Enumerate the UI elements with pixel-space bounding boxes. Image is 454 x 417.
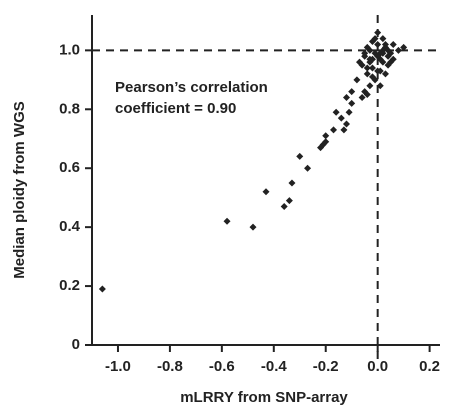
point [384,46,392,54]
point [400,43,408,51]
point [343,120,351,128]
x-tick-label: -1.0 [105,358,131,375]
annotation-line: Pearson’s correlation [115,79,268,96]
point [262,188,270,196]
point [381,40,389,48]
point [371,35,379,43]
point [389,40,397,48]
point [98,285,106,293]
point [345,108,353,116]
point [353,76,361,84]
point [304,164,312,172]
y-tick-label: 1.0 [59,41,80,58]
point [363,70,371,78]
annotation-line: coefficient = 0.90 [115,100,236,117]
point [343,94,351,101]
x-tick-label: -0.4 [261,358,288,375]
point [368,64,376,72]
x-tick-label: 0.2 [419,358,440,375]
point [366,82,374,90]
point [249,223,257,231]
point [355,58,363,66]
point [371,76,379,84]
x-tick-label: -0.6 [209,358,235,375]
y-tick-label: 0.8 [59,100,80,117]
point [363,91,371,99]
point [358,94,366,101]
point [387,58,395,66]
point [340,126,348,134]
point [330,126,338,134]
point [280,203,288,211]
point [348,88,356,96]
point [322,132,330,140]
point [223,217,231,225]
point [361,49,369,57]
point [376,82,384,90]
point [379,49,387,57]
point [296,152,304,160]
point [376,67,384,75]
point [348,99,356,107]
point [366,55,374,63]
y-tick-label: 0.2 [59,277,80,294]
point [374,29,382,37]
x-axis-label: mLRRY from SNP-array [180,389,348,406]
point [363,64,371,72]
point [374,52,382,60]
x-tick-label: -0.8 [157,358,183,375]
y-axis-label: Median ploidy from WGS [11,101,28,279]
point [366,46,374,54]
point [332,108,340,116]
y-tick-label: 0.6 [59,159,80,176]
point [379,58,387,66]
point [379,35,387,43]
point [381,70,389,78]
x-tick-label: -0.2 [313,358,339,375]
point [374,40,382,48]
y-tick-label: 0 [72,336,80,353]
point [285,197,293,205]
y-tick-label: 0.4 [59,218,81,235]
point [394,46,402,54]
point [337,114,345,122]
point [322,138,330,146]
point [288,179,296,187]
x-tick-label: 0.0 [367,358,388,375]
